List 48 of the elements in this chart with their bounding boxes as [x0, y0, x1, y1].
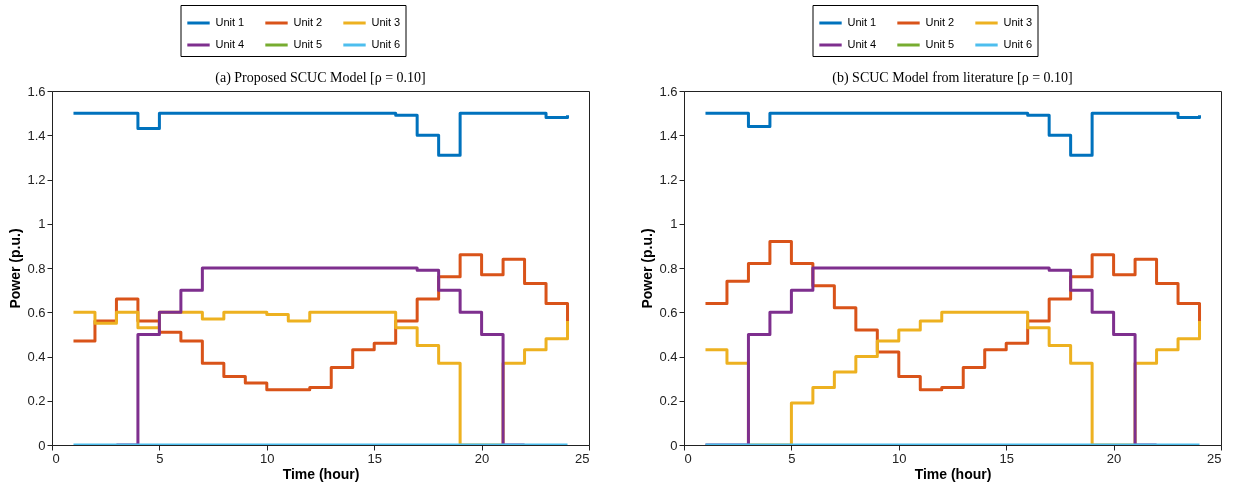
x-tick-label: 15 [999, 450, 1014, 466]
y-tick-label: 0.6 [659, 304, 678, 320]
x-tick-label: 15 [367, 450, 382, 466]
x-tick-label: 0 [684, 450, 692, 466]
y-tick-label: 1.6 [659, 83, 678, 99]
legend-label: Unit 2 [293, 16, 323, 28]
y-tick-label: 1.2 [659, 172, 678, 187]
x-axis-title: Time (hour) [282, 465, 360, 482]
legend-label: Unit 2 [925, 16, 955, 28]
x-tick-label: 5 [788, 450, 796, 466]
legend-label: Unit 4 [847, 38, 877, 50]
legend-label: Unit 1 [847, 16, 877, 28]
legend-label: Unit 1 [215, 16, 245, 28]
legend-label: Unit 5 [293, 38, 323, 50]
y-tick-label: 0.2 [27, 393, 46, 409]
x-tick-label: 25 [1207, 450, 1222, 466]
y-tick-label: 1.4 [659, 127, 678, 143]
legend-label: Unit 6 [371, 38, 401, 50]
legend-label: Unit 5 [925, 38, 955, 50]
y-tick-label: 0 [670, 437, 678, 453]
y-tick-label: 0.4 [659, 349, 678, 364]
legend-label: Unit 6 [1003, 38, 1033, 50]
y-tick-label: 0.6 [27, 304, 46, 320]
chart-title: (a) Proposed SCUC Model [ρ = 0.10] [215, 69, 426, 86]
x-tick-label: 25 [575, 450, 590, 466]
y-tick-label: 0.8 [27, 260, 46, 276]
legend-label: Unit 3 [371, 16, 401, 28]
y-axis-title: Power (p.u.) [7, 228, 24, 309]
legend-label: Unit 3 [1003, 16, 1033, 28]
x-tick-label: 0 [52, 450, 60, 466]
legend-label: Unit 4 [215, 38, 245, 50]
y-tick-label: 1.6 [27, 83, 46, 99]
y-tick-label: 1 [38, 216, 46, 232]
y-tick-label: 1 [670, 216, 678, 232]
x-tick-label: 10 [260, 450, 275, 466]
x-tick-label: 5 [156, 450, 164, 466]
x-axis-title: Time (hour) [914, 465, 992, 482]
x-tick-label: 20 [474, 450, 490, 466]
chart-title: (b) SCUC Model from literature [ρ = 0.10] [832, 69, 1073, 86]
y-tick-label: 0.8 [659, 260, 678, 276]
y-axis-title: Power (p.u.) [639, 228, 656, 309]
x-tick-label: 10 [892, 450, 907, 466]
x-tick-label: 20 [1106, 450, 1122, 466]
y-tick-label: 0.2 [659, 393, 678, 409]
y-tick-label: 0.4 [27, 349, 46, 364]
y-tick-label: 0 [38, 437, 46, 453]
y-tick-label: 1.2 [27, 172, 46, 187]
y-tick-label: 1.4 [27, 127, 46, 143]
